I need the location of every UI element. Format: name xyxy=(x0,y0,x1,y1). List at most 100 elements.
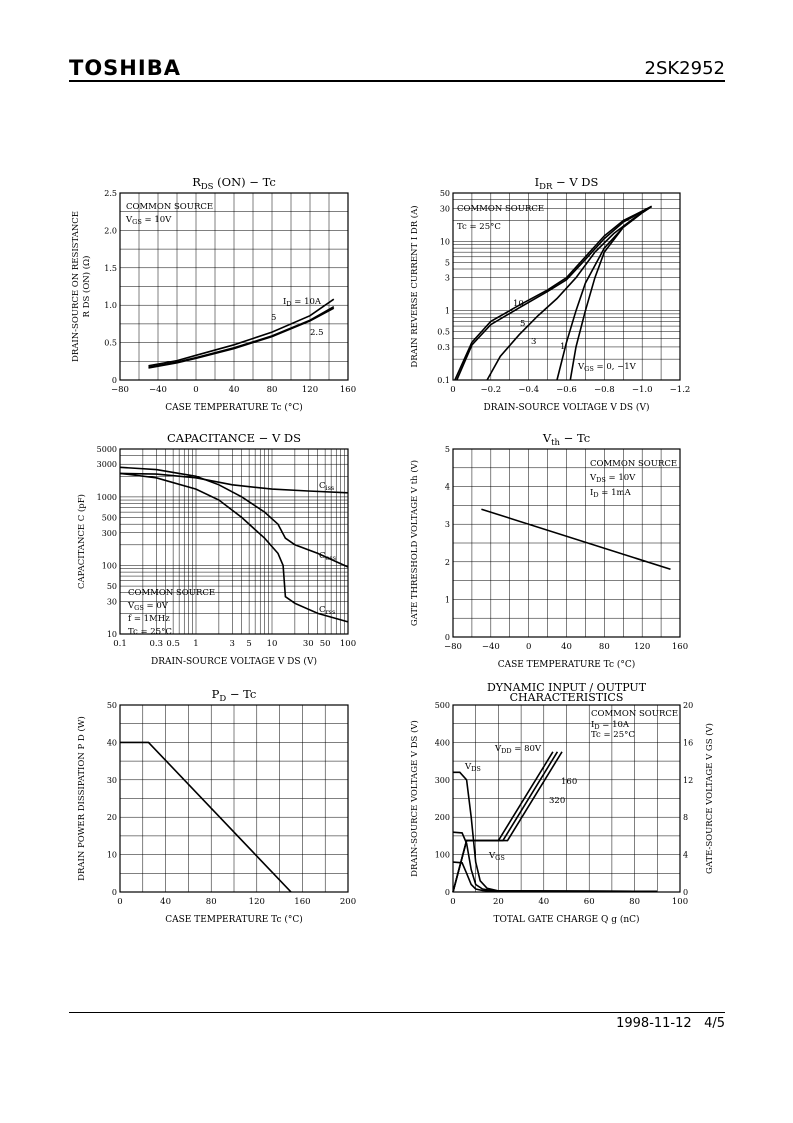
annotation-sub: GS xyxy=(495,854,505,862)
x-tick-label: 120 xyxy=(634,642,650,652)
chart-vth: −80 −40 0 40 80 120 160 0 1 2 3 4 5 Vth − Tc CASE TEMP… xyxy=(409,431,688,670)
series-vgs-80v xyxy=(452,751,554,893)
annotation-sub: rss xyxy=(326,608,336,616)
annotation-main: V xyxy=(589,473,597,483)
annotation-sub: DD xyxy=(501,747,511,755)
header-rule xyxy=(69,80,725,82)
chart-dyn: 0 20 40 60 80 1000100200300400500048121620DYN… xyxy=(409,681,715,925)
annotation: Tc = 25°C xyxy=(457,222,501,232)
x-tick-label: 80 xyxy=(599,642,610,652)
x-tick-label: 0.5 xyxy=(166,639,180,649)
plot-frame xyxy=(452,192,681,381)
annotation: Tc = 25°C xyxy=(128,627,172,637)
title-main: V xyxy=(542,431,552,445)
annotation-rest: = 0V xyxy=(144,601,169,611)
y-axis-label: DRAIN REVERSE CURRENT I DR (A) xyxy=(409,205,420,367)
y-tick-label: 1.5 xyxy=(104,264,117,273)
x-tick-label: −1.2 xyxy=(670,385,691,395)
x-tick-label: −1.0 xyxy=(632,385,653,395)
chart-idr: 0 −0.2 −0.4 −0.6 −0.8 −1.0 −1.20.10.30.5135103… xyxy=(409,175,690,413)
annotation-sub: oss xyxy=(326,554,337,562)
x-axis-label: CASE TEMPERATURE Tc (°C) xyxy=(498,659,636,670)
x-tick-label: −0.2 xyxy=(481,385,502,395)
annotation: VGS = 0V xyxy=(127,601,169,612)
title-rest: − Tc xyxy=(560,431,590,445)
y-tick-label: 10 xyxy=(107,630,117,639)
title-main: P xyxy=(212,687,220,701)
y-tick-label: 20 xyxy=(107,813,117,822)
chart-title: RDS (ON) − Tc xyxy=(192,175,276,192)
series-crss xyxy=(119,472,349,623)
chart-title: IDR − V DS xyxy=(535,175,599,192)
x-tick-label: −40 xyxy=(482,642,500,652)
annotation-sub: DS xyxy=(471,765,481,773)
annotation-main: C xyxy=(319,605,326,615)
part-number: 2SK2952 xyxy=(644,58,726,79)
annotation-sub: GS xyxy=(134,604,144,612)
annotation: COMMON SOURCE xyxy=(457,204,544,214)
y-tick-label: 1 xyxy=(445,595,450,604)
x-tick-label: 100 xyxy=(340,639,356,649)
title-rest: − Tc xyxy=(226,687,256,701)
y-tick-label: 3000 xyxy=(97,460,117,469)
y2-axis-label: GATE-SOURCE VOLTAGE V GS (V) xyxy=(704,723,715,874)
footer-rule xyxy=(69,1012,725,1013)
series-ciss xyxy=(119,472,349,494)
annotation: 3 xyxy=(531,337,536,347)
x-axis-label: TOTAL GATE CHARGE Q g (nC) xyxy=(493,914,639,925)
y-tick-label: 0.1 xyxy=(437,376,450,385)
y-tick-label: 2.0 xyxy=(104,226,117,235)
annotation: f = 1MHz xyxy=(128,614,170,624)
chart-title: CHARACTERISTICS xyxy=(510,691,624,704)
y-tick-label: 5 xyxy=(445,258,450,267)
y-tick-label: 4 xyxy=(445,483,450,492)
x-tick-label: 5 xyxy=(246,639,251,649)
title-rest: (ON) − Tc xyxy=(214,175,276,189)
annotation-sub: D xyxy=(594,723,599,731)
y-tick-label: 1.0 xyxy=(104,301,117,310)
series-vds-80 xyxy=(452,861,658,893)
annotation-main: I xyxy=(283,297,286,307)
annotation-sub: GS xyxy=(584,365,594,373)
y-tick-label: 1000 xyxy=(97,493,117,502)
y-tick-label: 0.5 xyxy=(437,328,450,337)
y-tick-label: 500 xyxy=(102,514,117,523)
annotation-rest: = 0, −1V xyxy=(594,362,637,372)
x-tick-label: 100 xyxy=(672,897,688,907)
y-tick-label: 2.5 xyxy=(104,189,117,198)
annotation: Crss xyxy=(319,605,335,616)
x-tick-label: −40 xyxy=(149,385,167,395)
chart-title: CAPACITANCE − V DS xyxy=(167,431,301,445)
x-tick-label: 3 xyxy=(230,639,235,649)
y2-tick-label: 20 xyxy=(683,701,693,710)
series-5 xyxy=(148,306,335,369)
annotation: VGS = 0, −1V xyxy=(577,362,637,373)
series-vgs-160 xyxy=(452,751,559,893)
y-axis-label: DRAIN POWER DISSIPATION P D (W) xyxy=(76,716,87,881)
title-sub: th xyxy=(551,438,560,448)
x-axis-label: CASE TEMPERATURE Tc (°C) xyxy=(165,914,303,925)
y-axis-label: R DS (ON) (Ω) xyxy=(81,256,92,318)
plot-frame xyxy=(452,448,681,638)
x-tick-label: 0 xyxy=(450,385,455,395)
y-tick-label: 500 xyxy=(435,701,450,710)
y-tick-label: 0.3 xyxy=(437,343,450,352)
annotation-sub: DS xyxy=(596,476,606,484)
x-tick-label: 120 xyxy=(249,897,265,907)
footer-text: 1998-11-12 4/5 xyxy=(616,1016,725,1031)
annotation-main: V xyxy=(494,744,502,754)
y-tick-label: 30 xyxy=(107,776,117,785)
annotation: COMMON SOURCE xyxy=(591,709,678,719)
x-tick-label: 80 xyxy=(267,385,278,395)
annotation: VGS = 10V xyxy=(125,215,172,226)
y-tick-label: 0 xyxy=(112,376,117,385)
annotation: 160 xyxy=(561,777,577,787)
y-tick-label: 50 xyxy=(440,189,450,198)
y-tick-label: 5000 xyxy=(97,445,117,454)
annotation: Ciss xyxy=(319,481,334,492)
annotation: COMMON SOURCE xyxy=(128,588,215,598)
x-axis-label: DRAIN-SOURCE VOLTAGE V DS (V) xyxy=(484,402,650,413)
x-tick-label: 30 xyxy=(303,639,314,649)
x-tick-label: 0 xyxy=(117,897,122,907)
